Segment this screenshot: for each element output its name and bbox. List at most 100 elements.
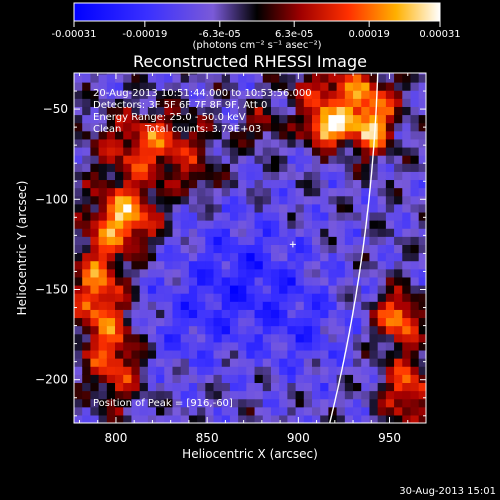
heatmap-pixel: [312, 293, 321, 302]
heatmap-pixel: [312, 382, 321, 392]
heatmap-pixel: [336, 236, 346, 245]
heatmap-pixel: [295, 98, 305, 107]
heatmap-pixel: [205, 325, 215, 335]
heatmap-pixel: [106, 276, 116, 286]
heatmap-pixel: [246, 341, 256, 351]
heatmap-pixel: [156, 73, 165, 83]
heatmap-pixel: [320, 211, 330, 221]
heatmap-pixel: [385, 382, 395, 392]
heatmap-pixel: [320, 195, 330, 205]
heatmap-pixel: [377, 252, 387, 262]
heatmap-pixel: [205, 341, 215, 351]
heatmap-pixel: [205, 236, 215, 245]
heatmap-pixel: [377, 171, 387, 181]
heatmap-pixel: [197, 309, 206, 319]
colorbar: [73, 2, 441, 22]
heatmap-pixel: [213, 276, 223, 286]
heatmap-pixel: [246, 130, 256, 140]
heatmap-pixel: [115, 106, 124, 116]
heatmap-pixel: [123, 106, 133, 116]
heatmap-pixel: [188, 73, 198, 83]
heatmap-pixel: [279, 276, 288, 286]
heatmap-pixel: [147, 358, 157, 367]
heatmap-pixel: [394, 293, 403, 302]
heatmap-pixel: [402, 114, 412, 124]
heatmap-pixel: [394, 163, 403, 172]
heatmap-pixel: [287, 390, 297, 400]
heatmap-pixel: [98, 82, 108, 91]
heatmap-pixel: [287, 406, 297, 416]
heatmap-pixel: [74, 252, 83, 262]
heatmap-pixel: [320, 268, 330, 278]
heatmap-pixel: [254, 341, 264, 351]
heatmap-pixel: [238, 309, 247, 319]
heatmap-pixel: [287, 187, 297, 197]
heatmap-pixel: [123, 155, 133, 164]
heatmap-pixel: [90, 122, 100, 132]
heatmap-pixel: [385, 398, 395, 408]
heatmap-pixel: [197, 90, 206, 99]
heatmap-pixel: [180, 382, 190, 392]
heatmap-pixel: [188, 284, 198, 294]
heatmap-pixel: [262, 317, 272, 327]
heatmap-pixel: [74, 195, 83, 205]
heatmap-pixel: [74, 114, 83, 124]
heatmap-pixel: [270, 236, 280, 245]
heatmap-pixel: [90, 73, 100, 83]
heatmap-pixel: [312, 155, 321, 164]
heatmap-pixel: [410, 73, 420, 75]
heatmap-pixel: [229, 82, 239, 91]
heatmap-pixel: [180, 252, 190, 262]
heatmap-pixel: [361, 325, 371, 335]
y-tick-label: −150: [35, 282, 68, 296]
heatmap-pixel: [270, 358, 280, 367]
heatmap-pixel: [229, 211, 239, 221]
heatmap-pixel: [246, 146, 256, 156]
heatmap-pixel: [303, 398, 313, 408]
heatmap-pixel: [180, 73, 190, 83]
heatmap-pixel: [221, 130, 231, 140]
heatmap-pixel: [410, 130, 420, 140]
heatmap-pixel: [229, 374, 239, 384]
heatmap-pixel: [115, 98, 124, 107]
heatmap-pixel: [410, 138, 420, 148]
y-tick-label: −200: [35, 373, 68, 387]
heatmap-pixel: [106, 73, 116, 75]
heatmap-pixel: [328, 73, 338, 75]
heatmap-pixel: [303, 349, 313, 359]
heatmap-pixel: [156, 341, 165, 351]
heatmap-pixel: [369, 122, 379, 132]
heatmap-pixel: [147, 398, 157, 408]
heatmap-pixel: [254, 260, 264, 270]
heatmap-pixel: [156, 220, 165, 229]
heatmap-pixel: [82, 203, 92, 213]
heatmap-pixel: [123, 293, 133, 302]
heatmap-pixel: [328, 301, 338, 310]
heatmap-pixel: [131, 73, 141, 83]
heatmap-pixel: [221, 171, 231, 181]
heatmap-pixel: [328, 211, 338, 221]
heatmap-pixel: [164, 366, 174, 375]
heatmap-pixel: [402, 155, 412, 164]
heatmap-pixel: [131, 414, 141, 423]
heatmap-pixel: [205, 163, 215, 172]
heatmap-pixel: [270, 73, 280, 75]
heatmap-pixel: [246, 138, 256, 148]
heatmap-pixel: [295, 301, 305, 310]
heatmap-pixel: [377, 406, 387, 416]
heatmap-pixel: [188, 406, 198, 416]
heatmap-pixel: [377, 236, 387, 245]
heatmap-pixel: [106, 211, 116, 221]
heatmap-pixel: [213, 260, 223, 270]
heatmap-pixel: [385, 171, 395, 181]
heatmap-pixel: [336, 374, 346, 384]
heatmap-pixel: [131, 390, 141, 400]
heatmap-pixel: [197, 179, 206, 189]
heatmap-pixel: [213, 211, 223, 221]
heatmap-pixel: [123, 114, 133, 124]
heatmap-pixel: [197, 382, 206, 392]
heatmap-pixel: [188, 179, 198, 189]
heatmap-pixel: [213, 106, 223, 116]
heatmap-pixel: [139, 220, 149, 229]
heatmap-pixel: [394, 98, 403, 107]
